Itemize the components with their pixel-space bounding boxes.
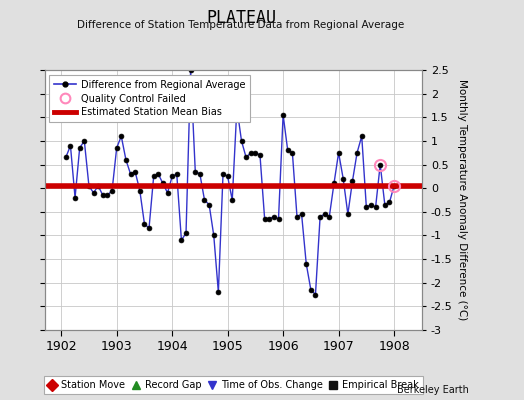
Text: Berkeley Earth: Berkeley Earth — [397, 385, 469, 395]
Y-axis label: Monthly Temperature Anomaly Difference (°C): Monthly Temperature Anomaly Difference (… — [457, 79, 467, 321]
Text: PLATEAU: PLATEAU — [206, 9, 276, 27]
Text: Difference of Station Temperature Data from Regional Average: Difference of Station Temperature Data f… — [78, 20, 405, 30]
Legend: Station Move, Record Gap, Time of Obs. Change, Empirical Break: Station Move, Record Gap, Time of Obs. C… — [43, 376, 423, 394]
